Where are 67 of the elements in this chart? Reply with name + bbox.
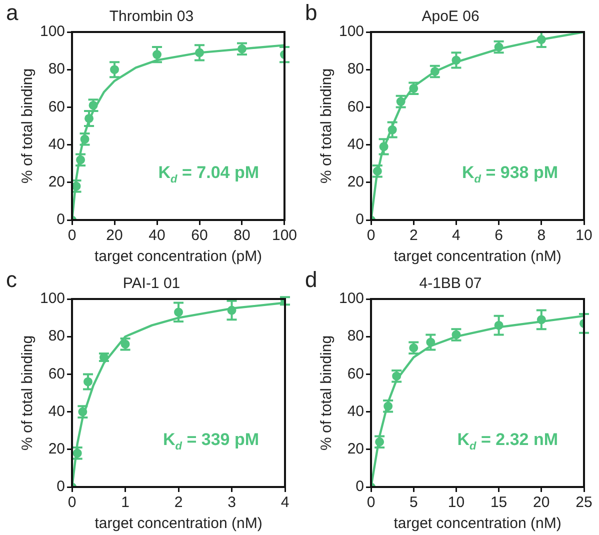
y-tick-label: 0 [356,211,364,228]
x-tick-label: 3 [228,494,236,512]
y-tick-label: 100 [338,290,364,308]
y-tick-label: 60 [347,98,364,116]
y-tick-label: 80 [48,328,66,345]
chart-title: Thrombin 03 [109,8,194,26]
x-axis-title: target concentration (nM) [94,515,262,532]
chart-title: 4-1BB 07 [419,275,482,292]
y-axis-title: % of total binding [318,68,336,184]
x-tick-label: 4 [280,494,290,512]
x-axis-title: target concentration (nM) [394,515,562,532]
x-tick-label: 60 [191,227,208,244]
x-tick-label: 1 [121,494,130,512]
annotation: K$_{d}$ = 7.04 pM [158,162,259,185]
y-tick-label: 60 [347,365,364,382]
x-tick-label: 20 [533,494,550,512]
y-tick-label: 80 [347,60,364,78]
y-tick-label: 20 [48,174,66,191]
x-tick-label: 2 [409,227,418,244]
x-tick-label: 5 [409,494,418,512]
y-tick-label: 60 [48,98,66,116]
y-tick-label: 40 [347,402,364,420]
y-axis-title: % of total binding [318,335,336,451]
y-tick-label: 0 [56,211,66,228]
y-tick-label: 20 [48,440,66,458]
chart-title: PAI-1 01 [122,275,180,292]
x-tick-label: 0 [366,494,376,512]
y-tick-label: 40 [48,136,66,153]
y-tick-label: 100 [338,23,364,40]
x-tick-label: 100 [272,227,297,244]
x-axis-title: target concentration (nM) [394,248,562,266]
x-tick-label: 20 [106,227,123,244]
y-axis-title: % of total binding [19,68,36,184]
x-tick-label: 0 [68,227,76,244]
x-tick-label: 8 [537,227,546,244]
y-tick-label: 40 [347,136,364,153]
annotation: K$_{d}$ = 938 pM [462,162,558,185]
text: c [6,267,17,293]
y-tick-label: 20 [347,174,364,191]
x-tick-label: 25 [576,494,592,512]
chart-title: ApoE 06 [422,8,480,26]
x-tick-label: 0 [366,227,376,244]
y-axis-title: % of total binding [19,335,36,451]
text: d [305,267,318,293]
annotation: K$_{d}$ = 339 pM [162,430,259,452]
y-tick-label: 0 [356,478,364,496]
y-tick-label: 60 [48,365,66,382]
y-tick-label: 0 [56,478,66,496]
x-tick-label: 6 [494,227,503,244]
x-tick-label: 40 [148,227,166,244]
x-tick-label: 2 [174,494,183,512]
x-axis-title: target concentration (pM) [94,248,262,266]
y-tick-label: 100 [40,290,66,308]
text: a [6,0,18,26]
annotation: K$_{d}$ = 2.32 nM [457,430,558,452]
y-tick-label: 80 [347,328,364,345]
y-tick-label: 40 [48,402,66,420]
x-tick-label: 10 [448,494,465,512]
y-tick-label: 80 [48,60,66,78]
y-tick-label: 20 [347,440,364,458]
x-tick-label: 0 [68,494,76,512]
x-tick-label: 80 [234,227,250,244]
x-tick-label: 15 [490,494,508,512]
text: b [305,0,318,26]
x-tick-label: 4 [452,227,460,244]
y-tick-label: 100 [40,23,66,40]
x-tick-label: 10 [576,227,592,244]
